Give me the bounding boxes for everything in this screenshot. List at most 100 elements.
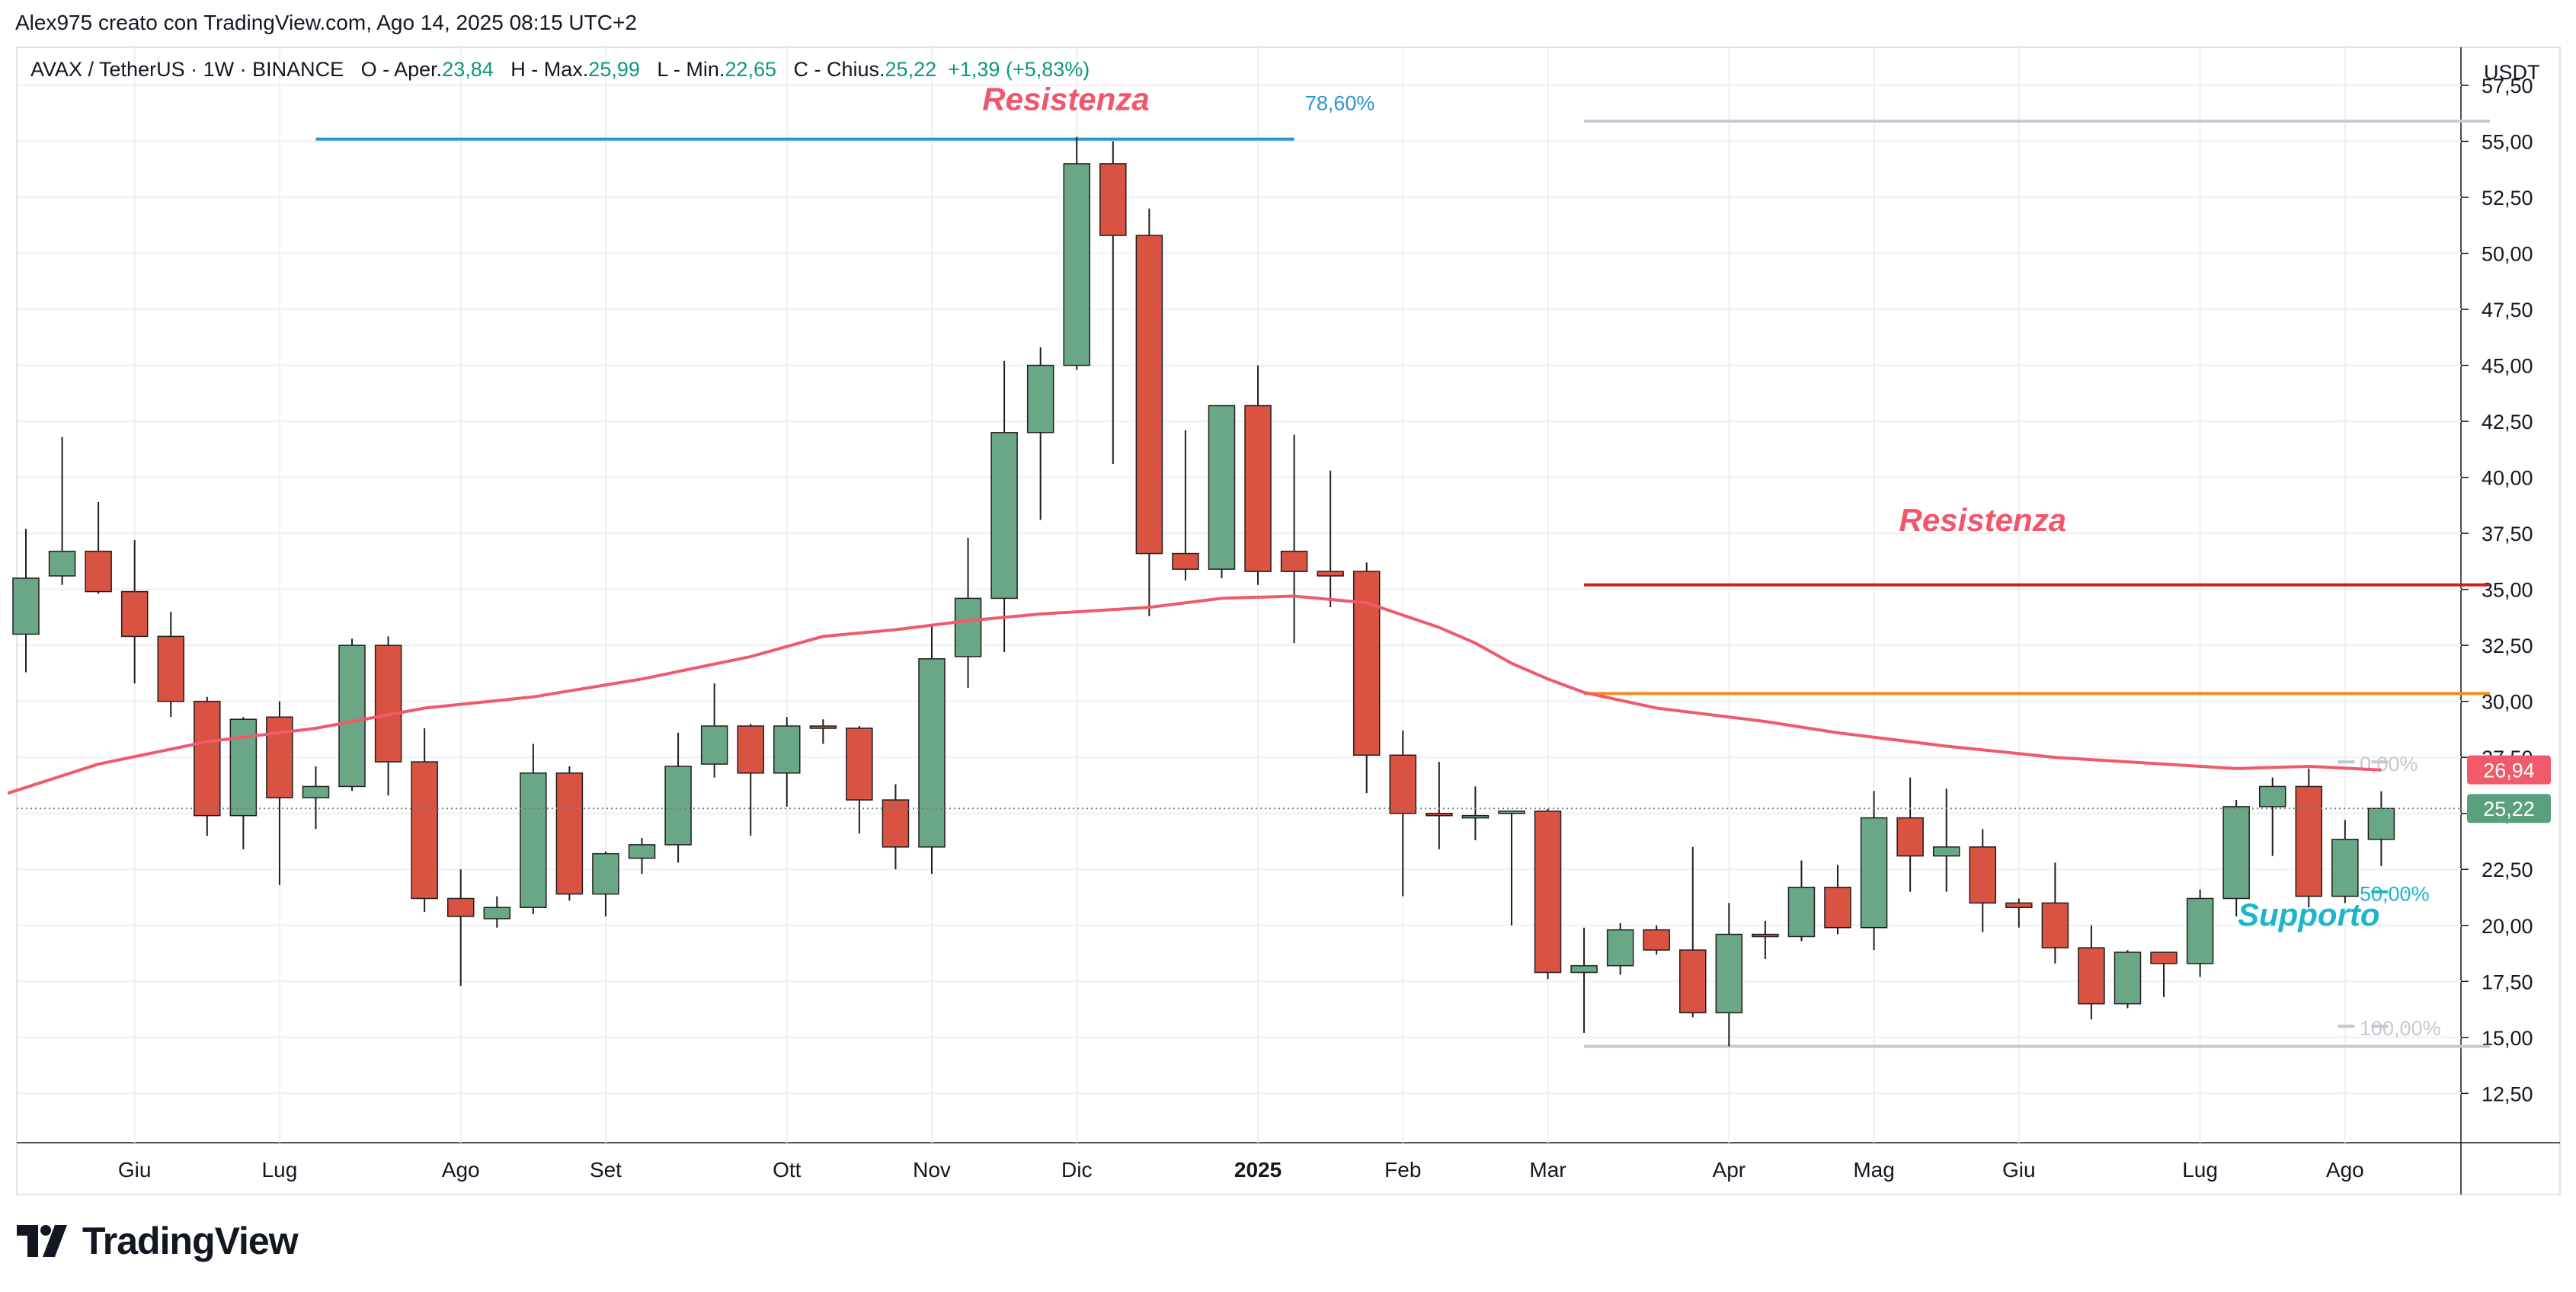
annotation-resistenza: Resistenza xyxy=(982,81,1149,117)
price-badge-value: 25,22 xyxy=(2483,798,2535,820)
candle-body xyxy=(918,658,946,848)
candle-body xyxy=(773,725,801,774)
time-tick-label: Dic xyxy=(1061,1158,1092,1182)
candle-body xyxy=(2005,902,2033,908)
candle-body xyxy=(664,766,692,846)
candle-body xyxy=(1606,929,1634,967)
price-tick-label: 12,50 xyxy=(2482,1083,2533,1105)
symbol-legend[interactable]: AVAX / TetherUS · 1W · BINANCE O - Aper.… xyxy=(30,58,1090,82)
legend-open-label: O - Aper. xyxy=(360,58,443,81)
candle-body xyxy=(85,550,112,593)
price-tick-label: 55,00 xyxy=(2482,131,2533,154)
price-tick-label: 40,00 xyxy=(2482,467,2533,490)
candle-body xyxy=(2078,947,2105,1005)
candle-body xyxy=(2222,806,2250,900)
candle-body xyxy=(1461,814,1490,819)
time-tick-label: Nov xyxy=(913,1158,951,1182)
author-line: Alex975 creato con TradingView.com, Ago … xyxy=(15,11,637,34)
candle-body xyxy=(157,635,184,702)
candle-body xyxy=(2258,785,2286,808)
candle-body xyxy=(1244,405,1272,572)
moving-average-line xyxy=(7,594,2382,795)
price-tick-label: 42,50 xyxy=(2482,411,2533,433)
price-tick-label: 45,00 xyxy=(2482,355,2533,378)
legend-high-label: H - Max. xyxy=(510,58,589,81)
candle-body xyxy=(954,597,982,657)
candle-body xyxy=(1280,550,1308,572)
candle-body xyxy=(12,577,40,635)
price-tick-label: 20,00 xyxy=(2482,915,2533,938)
candle-body xyxy=(1570,964,1598,974)
candle-body xyxy=(483,907,511,919)
candle-body xyxy=(2041,902,2069,948)
time-tick-label: Giu xyxy=(118,1158,152,1182)
legend-open-value: 23,84 xyxy=(442,58,494,81)
candle-body xyxy=(1352,571,1381,756)
candle-body xyxy=(2331,839,2359,897)
time-tick-label: Ott xyxy=(773,1158,802,1182)
legend-high-value: 25,99 xyxy=(588,58,640,81)
candle-body xyxy=(1534,811,1562,974)
candle-body xyxy=(1026,364,1054,433)
candle-body xyxy=(1498,811,1525,814)
candle-body xyxy=(555,772,584,895)
time-tick-label: Mar xyxy=(1529,1158,1566,1182)
legend-close-value: 25,22 xyxy=(885,58,937,81)
candle-body xyxy=(1317,571,1344,577)
candle-body xyxy=(1099,163,1127,236)
candle-body xyxy=(1426,812,1453,817)
price-badge xyxy=(2467,794,2551,823)
candle-body xyxy=(846,728,873,801)
candle-body xyxy=(446,897,475,917)
candle-body xyxy=(1752,933,1779,938)
price-tick-label: 37,50 xyxy=(2482,523,2533,545)
price-tick-label: 15,00 xyxy=(2482,1027,2533,1050)
candle-body xyxy=(2295,785,2323,897)
candle-body xyxy=(1208,405,1236,570)
price-tick-label: 47,50 xyxy=(2482,299,2533,321)
price-tick-label: 32,50 xyxy=(2482,635,2533,657)
currency-label: USDT xyxy=(2484,61,2540,84)
candle-body xyxy=(1824,887,1851,929)
price-tick-label: 30,00 xyxy=(2482,691,2533,714)
candle-body xyxy=(1860,817,1888,929)
candle-body xyxy=(1787,887,1816,938)
candle-body xyxy=(194,700,221,817)
price-tick-label: 57,50 xyxy=(2482,75,2533,98)
legend-close-label: C - Chius. xyxy=(793,58,885,81)
time-tick-label: Giu xyxy=(2002,1158,2036,1182)
time-tick-label: Lug xyxy=(262,1158,298,1182)
candle-body xyxy=(737,725,764,774)
time-tick-label: Apr xyxy=(1713,1158,1746,1182)
candle-body xyxy=(1969,846,1996,904)
candle-body xyxy=(1643,929,1670,951)
time-tick-label: Ago xyxy=(2326,1158,2364,1182)
candle-body xyxy=(1063,163,1090,366)
candle-body xyxy=(338,644,366,788)
annotation-resistenza: Resistenza xyxy=(1899,502,2066,538)
legend-symbol[interactable]: AVAX / TetherUS · 1W · BINANCE xyxy=(30,58,344,81)
tradingview-logo-icon xyxy=(17,1225,67,1257)
time-tick-label: Mag xyxy=(1853,1158,1894,1182)
candle-body xyxy=(229,718,258,817)
candle-body xyxy=(120,590,149,638)
candle-body xyxy=(700,725,728,765)
tradingview-logo[interactable]: TradingView xyxy=(17,1219,299,1263)
candle-body xyxy=(48,550,76,577)
candle-body xyxy=(266,716,293,798)
time-tick-label: Ago xyxy=(442,1158,480,1182)
price-tick-label: 22,50 xyxy=(2482,859,2533,881)
candle-body xyxy=(1715,933,1743,1014)
fib-level-label: 100,00% xyxy=(2360,1017,2441,1040)
time-tick-label: Feb xyxy=(1384,1158,1421,1182)
tradingview-logo-text: TradingView xyxy=(82,1220,299,1262)
legend-low-value: 22,65 xyxy=(725,58,776,81)
candle-body xyxy=(1389,754,1417,814)
candle-body xyxy=(809,725,837,729)
candle-body xyxy=(1896,817,1924,857)
candle-body xyxy=(302,785,330,798)
candle-body xyxy=(2150,951,2178,964)
candle-body xyxy=(2367,808,2395,840)
